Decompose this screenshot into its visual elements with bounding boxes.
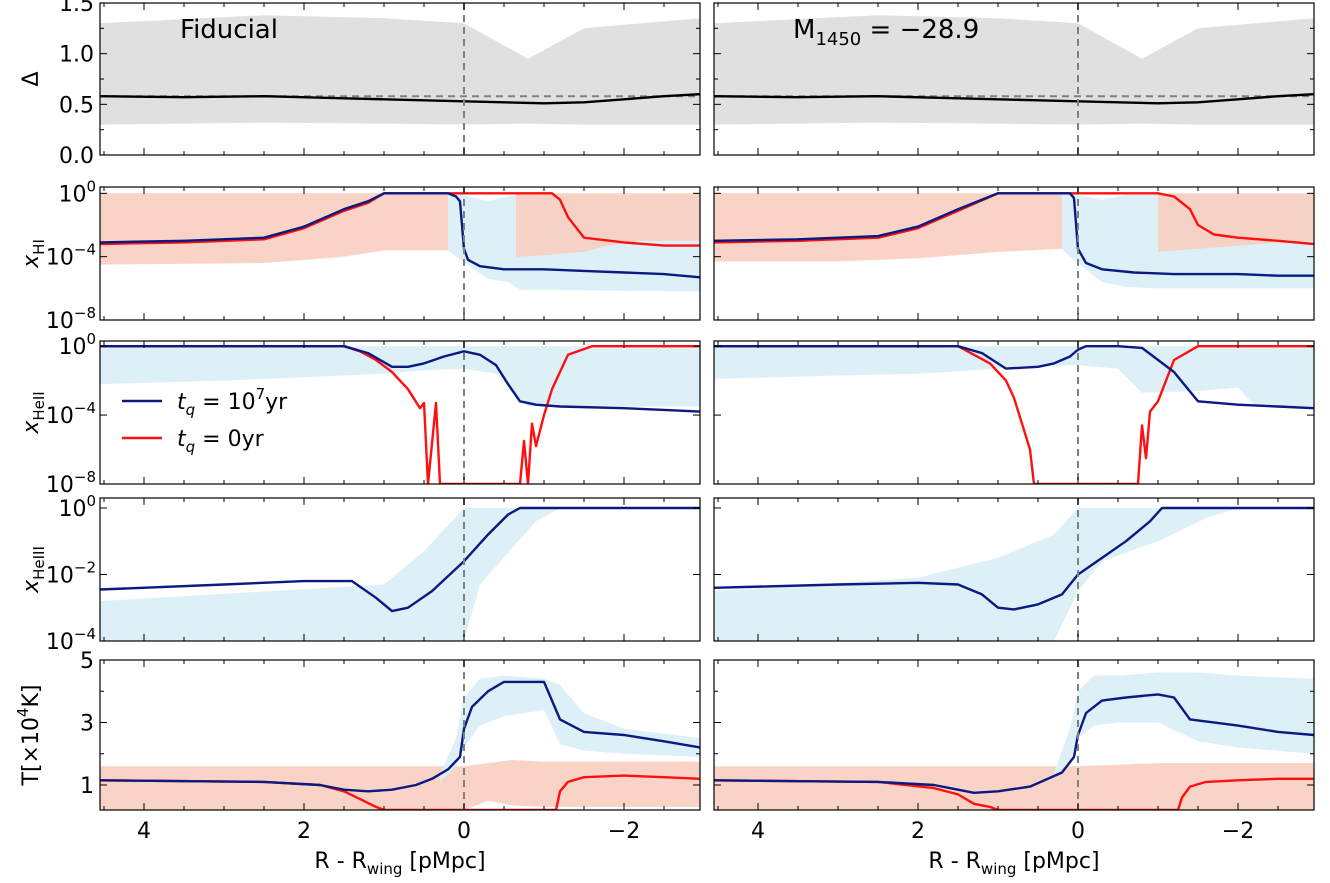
- series-tq0: [100, 345, 700, 484]
- y-tick-label: 5: [80, 649, 94, 674]
- panel-delta-col2: M1450 = −28.9: [713, 2, 1315, 156]
- x-tick-label: −2: [608, 819, 640, 844]
- panel-xHeII-col2: [713, 340, 1315, 485]
- y-axis-label: xHI: [19, 239, 48, 269]
- y-axis-label: Δ: [19, 71, 44, 86]
- legend: tq = 107yr tq = 0yr: [122, 385, 288, 456]
- y-tick-label: 1.5: [59, 0, 94, 17]
- band-red_band-0: [714, 193, 1062, 262]
- x-tick-label: 4: [137, 819, 151, 844]
- y-tick-label: 10−4: [46, 241, 96, 271]
- x-tick-label: 2: [297, 819, 311, 844]
- band-blue_band-0: [100, 508, 700, 641]
- y-tick-label: 10−8: [46, 304, 96, 334]
- band-blue_band-0: [714, 346, 1314, 409]
- series-tq1e7: [100, 345, 700, 413]
- x-axis-label: R - Rwing [pMpc]: [314, 849, 485, 878]
- series-tq1e7: [714, 192, 1314, 277]
- y-tick-label: 10−8: [46, 468, 96, 498]
- series-tq0: [714, 192, 1314, 246]
- y-tick-label: 0.5: [59, 93, 94, 118]
- column-title-fiducial: Fiducial: [180, 15, 278, 45]
- band-red_band-0: [100, 760, 700, 810]
- panel-T-col1: 1 3 5 T[×104K] 4 2 0 −2 R - Rwing [pMpc]: [14, 649, 701, 878]
- panel-xHeII-col1: 100 10−4 10−8 xHeII: [19, 330, 701, 498]
- x-axis-label: R - Rwing [pMpc]: [928, 849, 1099, 878]
- series-tq0: [714, 777, 1314, 810]
- y-tick-label: 100: [58, 177, 96, 207]
- panel-xHI-col1: 100 10−4 10−8 xHI: [19, 177, 701, 334]
- y-tick-label: 0.0: [59, 144, 94, 169]
- series-tq1e7: [100, 192, 700, 279]
- axes-frame: [99, 659, 701, 811]
- band-blue_band-0: [714, 508, 1314, 641]
- x-tick-label: 4: [751, 819, 765, 844]
- x-tick-label: 0: [457, 819, 471, 844]
- axes-frame: [713, 340, 1315, 485]
- axes-frame: [713, 497, 1315, 642]
- band-red_band-2: [516, 193, 700, 257]
- y-tick-label: 100: [58, 492, 96, 522]
- y-axis-label: T[×104K]: [14, 684, 44, 786]
- axes-frame: [713, 186, 1315, 321]
- panel-xHI-col2: [713, 186, 1315, 321]
- axes-frame: [99, 340, 701, 485]
- y-tick-label: 10−2: [46, 558, 96, 588]
- band-red_band-0: [100, 193, 448, 265]
- series-tq1e7: [714, 506, 1314, 611]
- x-tick-label: 2: [911, 819, 925, 844]
- x-tick-label: −2: [1222, 819, 1254, 844]
- legend-label: tq = 0yr: [177, 427, 265, 456]
- band-blue_band-1: [440, 675, 700, 782]
- panel-delta-col1: 0.0 0.5 1.0 1.5 Δ Fiducial: [19, 0, 701, 169]
- panel-T-col2: 4 2 0 −2 R - Rwing [pMpc]: [713, 659, 1315, 878]
- y-tick-label: 10−4: [46, 625, 96, 655]
- series-tq1e7: [100, 680, 700, 793]
- axes-frame: [99, 497, 701, 642]
- y-tick-label: 100: [58, 330, 96, 360]
- band-red_band-2: [1158, 193, 1314, 252]
- column-title-magnitude: M1450 = −28.9: [793, 15, 979, 50]
- y-tick-label: 1: [80, 774, 94, 799]
- y-tick-label: 3: [80, 712, 94, 737]
- y-axis-label: xHeII: [19, 391, 48, 434]
- series-tq0: [100, 192, 700, 247]
- band-red_band-0: [714, 763, 1314, 810]
- y-axis-label: xHeIII: [19, 546, 48, 594]
- x-tick-label: 0: [1071, 819, 1085, 844]
- band-blue_band-0: [100, 346, 700, 407]
- band-blue_band-1: [1054, 672, 1314, 779]
- y-tick-label: 10−4: [46, 399, 96, 429]
- axes-frame: [713, 659, 1315, 811]
- series-tq1e7: [714, 345, 1314, 410]
- panel-xHeIII-col2: [713, 497, 1315, 642]
- legend-label: tq = 107yr: [177, 385, 288, 419]
- y-tick-label: 1.0: [59, 43, 94, 68]
- series-tq0: [714, 345, 1314, 484]
- series-tq1e7: [100, 506, 700, 613]
- panel-xHeIII-col1: 100 10−2 10−4 xHeIII: [19, 492, 701, 655]
- axes-frame: [99, 186, 701, 321]
